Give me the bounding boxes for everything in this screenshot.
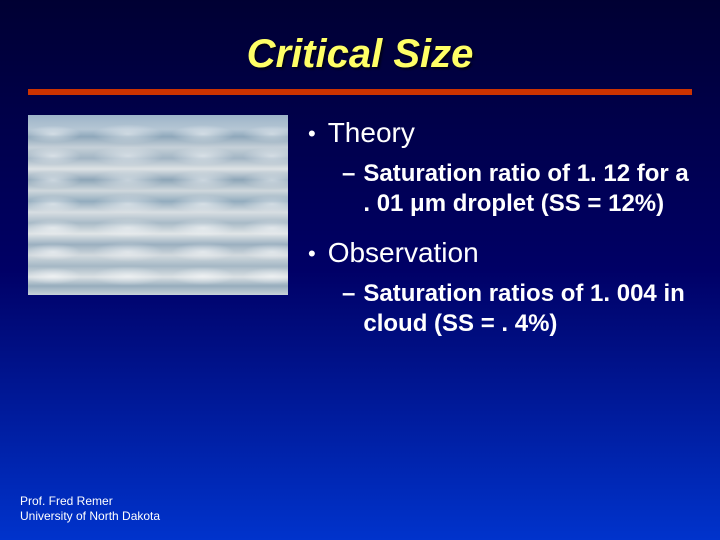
dash-icon: –: [342, 279, 355, 339]
dash-icon: –: [342, 159, 355, 219]
bullet-column: • Theory – Saturation ratio of 1. 12 for…: [308, 115, 692, 357]
slide-footer: Prof. Fred Remer University of North Dak…: [20, 494, 160, 524]
bullet-theory: • Theory: [308, 117, 692, 151]
bullet-dot-icon: •: [308, 117, 316, 151]
bullet-observation-label: Observation: [328, 237, 479, 271]
title-divider: [28, 89, 692, 95]
bullet-theory-sub: – Saturation ratio of 1. 12 for a . 01 μ…: [342, 159, 692, 219]
bullet-dot-icon: •: [308, 237, 316, 271]
footer-affiliation: University of North Dakota: [20, 509, 160, 524]
bullet-theory-label: Theory: [328, 117, 415, 151]
bullet-observation-sub: – Saturation ratios of 1. 004 in cloud (…: [342, 279, 692, 339]
content-row: • Theory – Saturation ratio of 1. 12 for…: [0, 115, 720, 357]
cloud-image: [28, 115, 288, 295]
slide-title: Critical Size: [0, 0, 720, 89]
bullet-theory-sub-text: Saturation ratio of 1. 12 for a . 01 μm …: [363, 159, 692, 219]
bullet-observation-sub-text: Saturation ratios of 1. 004 in cloud (SS…: [363, 279, 692, 339]
bullet-observation: • Observation: [308, 237, 692, 271]
footer-author: Prof. Fred Remer: [20, 494, 160, 509]
